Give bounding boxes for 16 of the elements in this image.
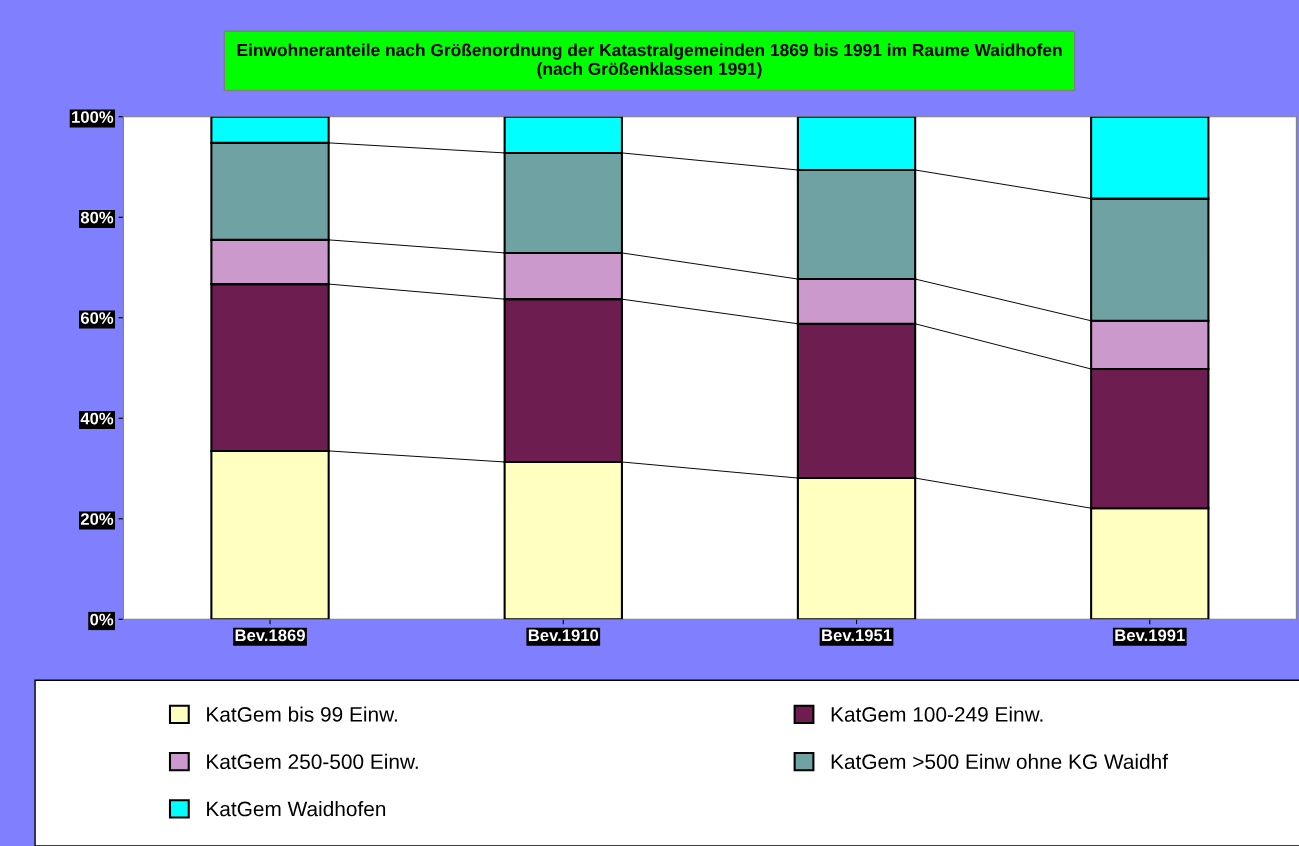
x-tick-label: Bev.1991 bbox=[1115, 629, 1185, 642]
y-tick-label: 80% bbox=[80, 211, 114, 224]
legend-label: KatGem 250-500 Einw. bbox=[207, 753, 418, 770]
y-tick-label: 0% bbox=[90, 613, 114, 626]
legend-label: KatGem >500 Einw ohne KG Waidhf bbox=[831, 753, 1169, 770]
y-tick-label: 20% bbox=[80, 513, 114, 525]
y-tick-label: 100% bbox=[72, 111, 114, 123]
legend-label: KatGem Waidhofen bbox=[207, 800, 386, 817]
chart-title: Einwohneranteile nach Größenordnung der Katastralgemeinden 1869 bis 1991 im Raume Waidhofen (nach Größenklassen 1991) bbox=[237, 43, 1062, 79]
x-tick-label: Bev.1910 bbox=[528, 629, 599, 642]
x-tick-label: Bev.1869 bbox=[235, 629, 305, 642]
y-tick-label: 40% bbox=[80, 412, 114, 425]
x-tick-label: Bev.1951 bbox=[822, 629, 892, 642]
y-tick-label: 60% bbox=[80, 312, 114, 324]
legend-label: KatGem 100-249 Einw. bbox=[831, 706, 1043, 722]
legend-label: KatGem bis 99 Einw. bbox=[207, 706, 397, 722]
